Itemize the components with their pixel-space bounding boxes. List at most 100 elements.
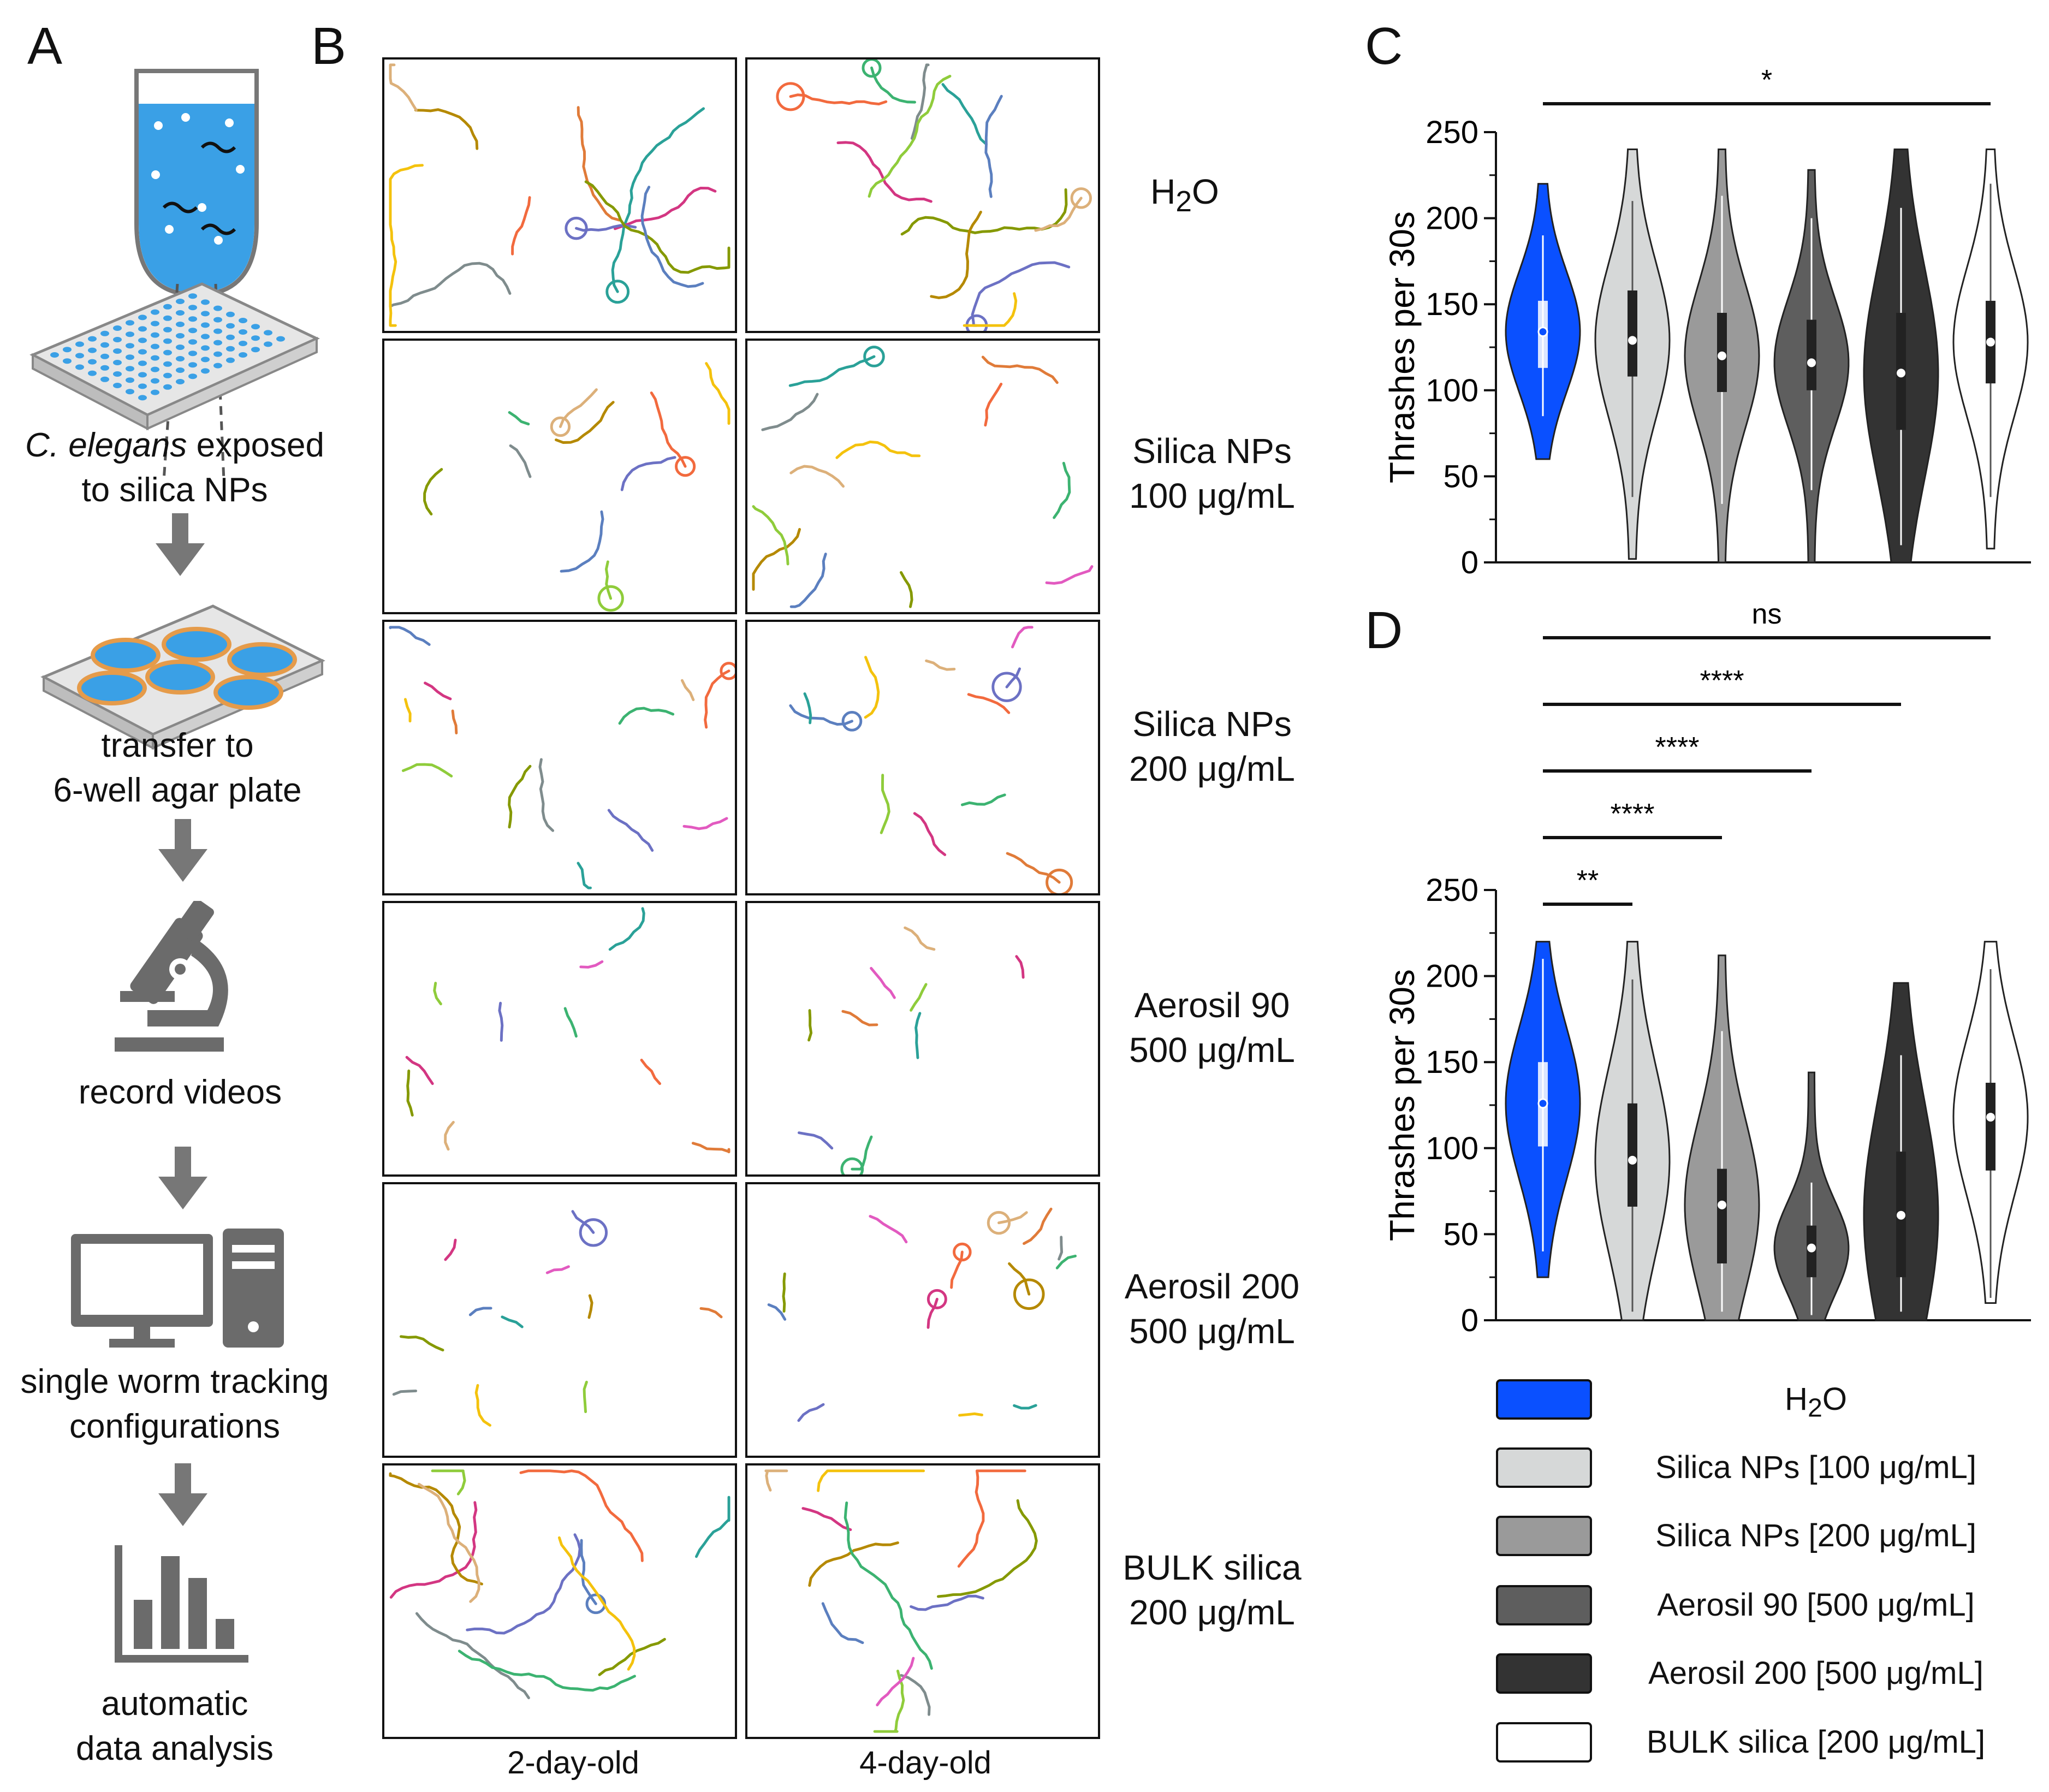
- worm-track: [899, 571, 913, 608]
- column-label-4-day-old: 4-day-old: [859, 1745, 991, 1781]
- worm-track: [1005, 667, 1021, 689]
- worm-track-loop: [597, 585, 624, 612]
- worm-track-loop: [926, 1289, 947, 1309]
- worm-track: [864, 656, 880, 719]
- well-icon: [213, 340, 222, 346]
- y-tick-label: 200: [1426, 959, 1478, 994]
- worm-track: [782, 1272, 786, 1313]
- worm-track: [417, 1482, 480, 1603]
- worm-track: [841, 1010, 878, 1026]
- well-icon: [126, 354, 134, 360]
- legend-swatch: [1496, 1516, 1592, 1556]
- well-icon: [113, 360, 122, 365]
- worm-track: [466, 1533, 581, 1635]
- worm-track: [583, 1380, 588, 1414]
- worm-track: [691, 1142, 730, 1154]
- worm-track: [950, 1250, 964, 1289]
- worm-track: [474, 1384, 492, 1427]
- well-icon: [188, 316, 197, 322]
- worm-track: [869, 1215, 908, 1244]
- worm-track: [941, 83, 988, 146]
- well-icon: [226, 311, 235, 317]
- well-icon: [100, 342, 109, 348]
- well-icon: [213, 305, 222, 311]
- well-icon: [163, 338, 172, 344]
- worm-track: [926, 1297, 939, 1329]
- worm-track-loop: [987, 1211, 1011, 1235]
- worm-track: [444, 1120, 455, 1151]
- worm-track: [803, 692, 812, 725]
- well-icon: [163, 315, 172, 321]
- well-icon: [126, 320, 134, 326]
- y-tick-label: 100: [1426, 1131, 1478, 1166]
- worm-track: [620, 456, 676, 491]
- worm-track: [555, 401, 615, 444]
- well-icon: [188, 328, 197, 334]
- well-icon: [213, 328, 222, 334]
- worm-track: [910, 1594, 984, 1611]
- worm-track: [682, 817, 728, 830]
- worm-track: [577, 106, 621, 222]
- violin-median-dot: [1986, 337, 1995, 347]
- violin-median-dot: [1537, 1098, 1548, 1109]
- worm-track: [604, 560, 613, 600]
- well-icon: [176, 299, 185, 304]
- worm-track-loop: [720, 662, 735, 680]
- worm-track: [468, 1307, 492, 1316]
- worm-track: [1055, 1254, 1077, 1269]
- y-tick-label: 250: [1426, 115, 1478, 150]
- worm-track: [392, 1389, 418, 1396]
- violin-median-dot: [1897, 1211, 1905, 1220]
- well-icon: [50, 352, 59, 358]
- worm-track: [444, 1238, 457, 1261]
- worm-track: [910, 63, 930, 140]
- worm-track: [607, 809, 654, 852]
- worm-track-loop: [863, 346, 885, 367]
- worm-track: [699, 1307, 723, 1319]
- violin-iqr-box: [1986, 1083, 1995, 1171]
- step-1-text: C. elegans exposed to silica NPs: [25, 426, 325, 509]
- well-icon: [138, 395, 147, 401]
- legend-item-aerosil-90: Aerosil 90 [500 μg/mL]: [1496, 1582, 2042, 1631]
- track-tile-row5-col0: [382, 1463, 737, 1739]
- well-icon: [176, 310, 185, 316]
- worm-track-loop: [605, 280, 630, 304]
- violin-median-dot: [1807, 1243, 1816, 1253]
- worm-track: [608, 907, 645, 951]
- worm-track: [925, 659, 956, 671]
- track-tile-row1-col0: [382, 339, 737, 614]
- well-icon: [113, 371, 122, 377]
- significance-label: ns: [1752, 598, 1782, 630]
- worm-track-loop: [1013, 1278, 1045, 1310]
- y-tick-label: 150: [1426, 287, 1478, 322]
- y-tick-label: 0: [1461, 1303, 1478, 1338]
- well-icon: [226, 323, 235, 329]
- well-icon: [188, 362, 197, 368]
- well-icon: [113, 348, 122, 354]
- well-icon: [151, 378, 159, 384]
- well-icon: [88, 336, 97, 342]
- y-axis-label: Thrashes per 30s: [1382, 211, 1422, 483]
- row-label-bulk-silica: BULK silica 200 μg/mL: [1123, 1548, 1302, 1632]
- worm-track: [405, 1055, 434, 1085]
- worm-track: [423, 468, 443, 516]
- worm-track: [797, 1131, 834, 1150]
- worm-track: [789, 465, 845, 488]
- well-icon: [151, 366, 159, 372]
- 96-well-plate-icon: [29, 282, 320, 431]
- legend-swatch: [1496, 1722, 1592, 1763]
- worm-track: [640, 186, 704, 288]
- worm-track: [538, 758, 555, 832]
- worm-track: [1023, 1207, 1053, 1245]
- legend-item-aerosil-200: Aerosil 200 [500 μg/mL]: [1496, 1650, 2042, 1699]
- worm-track: [580, 1539, 597, 1605]
- well-icon: [138, 372, 147, 378]
- well-icon: [201, 334, 210, 340]
- legend-label: Aerosil 90 [500 μg/mL]: [1657, 1587, 1975, 1623]
- worm-track: [560, 510, 604, 573]
- worm-track: [752, 505, 789, 566]
- well-icon: [176, 333, 185, 339]
- worm-track: [571, 1210, 595, 1234]
- legend-label: Silica NPs [200 μg/mL]: [1655, 1518, 1976, 1553]
